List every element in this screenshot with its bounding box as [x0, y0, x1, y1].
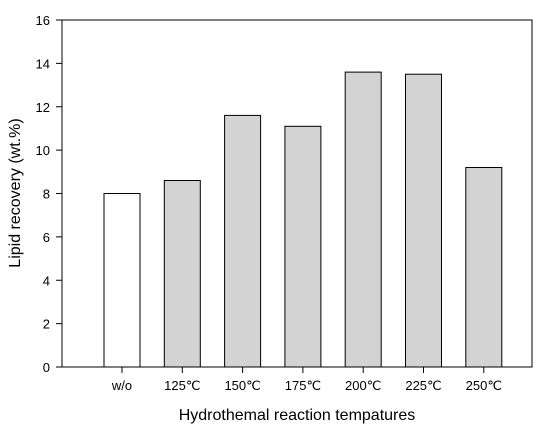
x-axis-title: Hydrothemal reaction tempatures: [179, 407, 416, 424]
x-tick-label: w/o: [111, 378, 132, 393]
y-tick-label: 8: [43, 187, 50, 202]
bars: [103, 71, 503, 368]
y-axis-ticks: 0 2 4 6 8 10 12 14 16: [36, 13, 62, 375]
y-tick-label: 14: [36, 56, 50, 71]
x-tick-label: 225℃: [405, 378, 441, 393]
x-tick-label: 250℃: [466, 378, 502, 393]
y-tick-label: 12: [36, 100, 50, 115]
bar-0: [103, 193, 141, 368]
y-tick-label: 6: [43, 230, 50, 245]
x-tick-label: 125℃: [164, 378, 200, 393]
bar-6: [465, 167, 503, 368]
y-tick-label: 4: [43, 273, 50, 288]
y-axis-title: Lipid recovery (wt.%): [7, 118, 24, 267]
plot-frame: [61, 19, 533, 368]
y-tick-label: 0: [43, 360, 50, 375]
y-tick-label: 16: [36, 13, 50, 28]
y-tick-label: 2: [43, 317, 50, 332]
bar-2: [224, 114, 262, 368]
x-tick-label: 200℃: [345, 378, 381, 393]
bar-1: [163, 180, 201, 368]
bar-4: [344, 71, 382, 368]
y-tick-label: 10: [36, 143, 50, 158]
x-tick-label: 150℃: [224, 378, 260, 393]
bar-3: [284, 125, 322, 368]
x-axis-ticks: w/o 125℃ 150℃ 175℃ 200℃ 225℃ 250℃: [111, 367, 502, 393]
x-tick-label: 175℃: [285, 378, 321, 393]
bar-5: [405, 73, 442, 368]
